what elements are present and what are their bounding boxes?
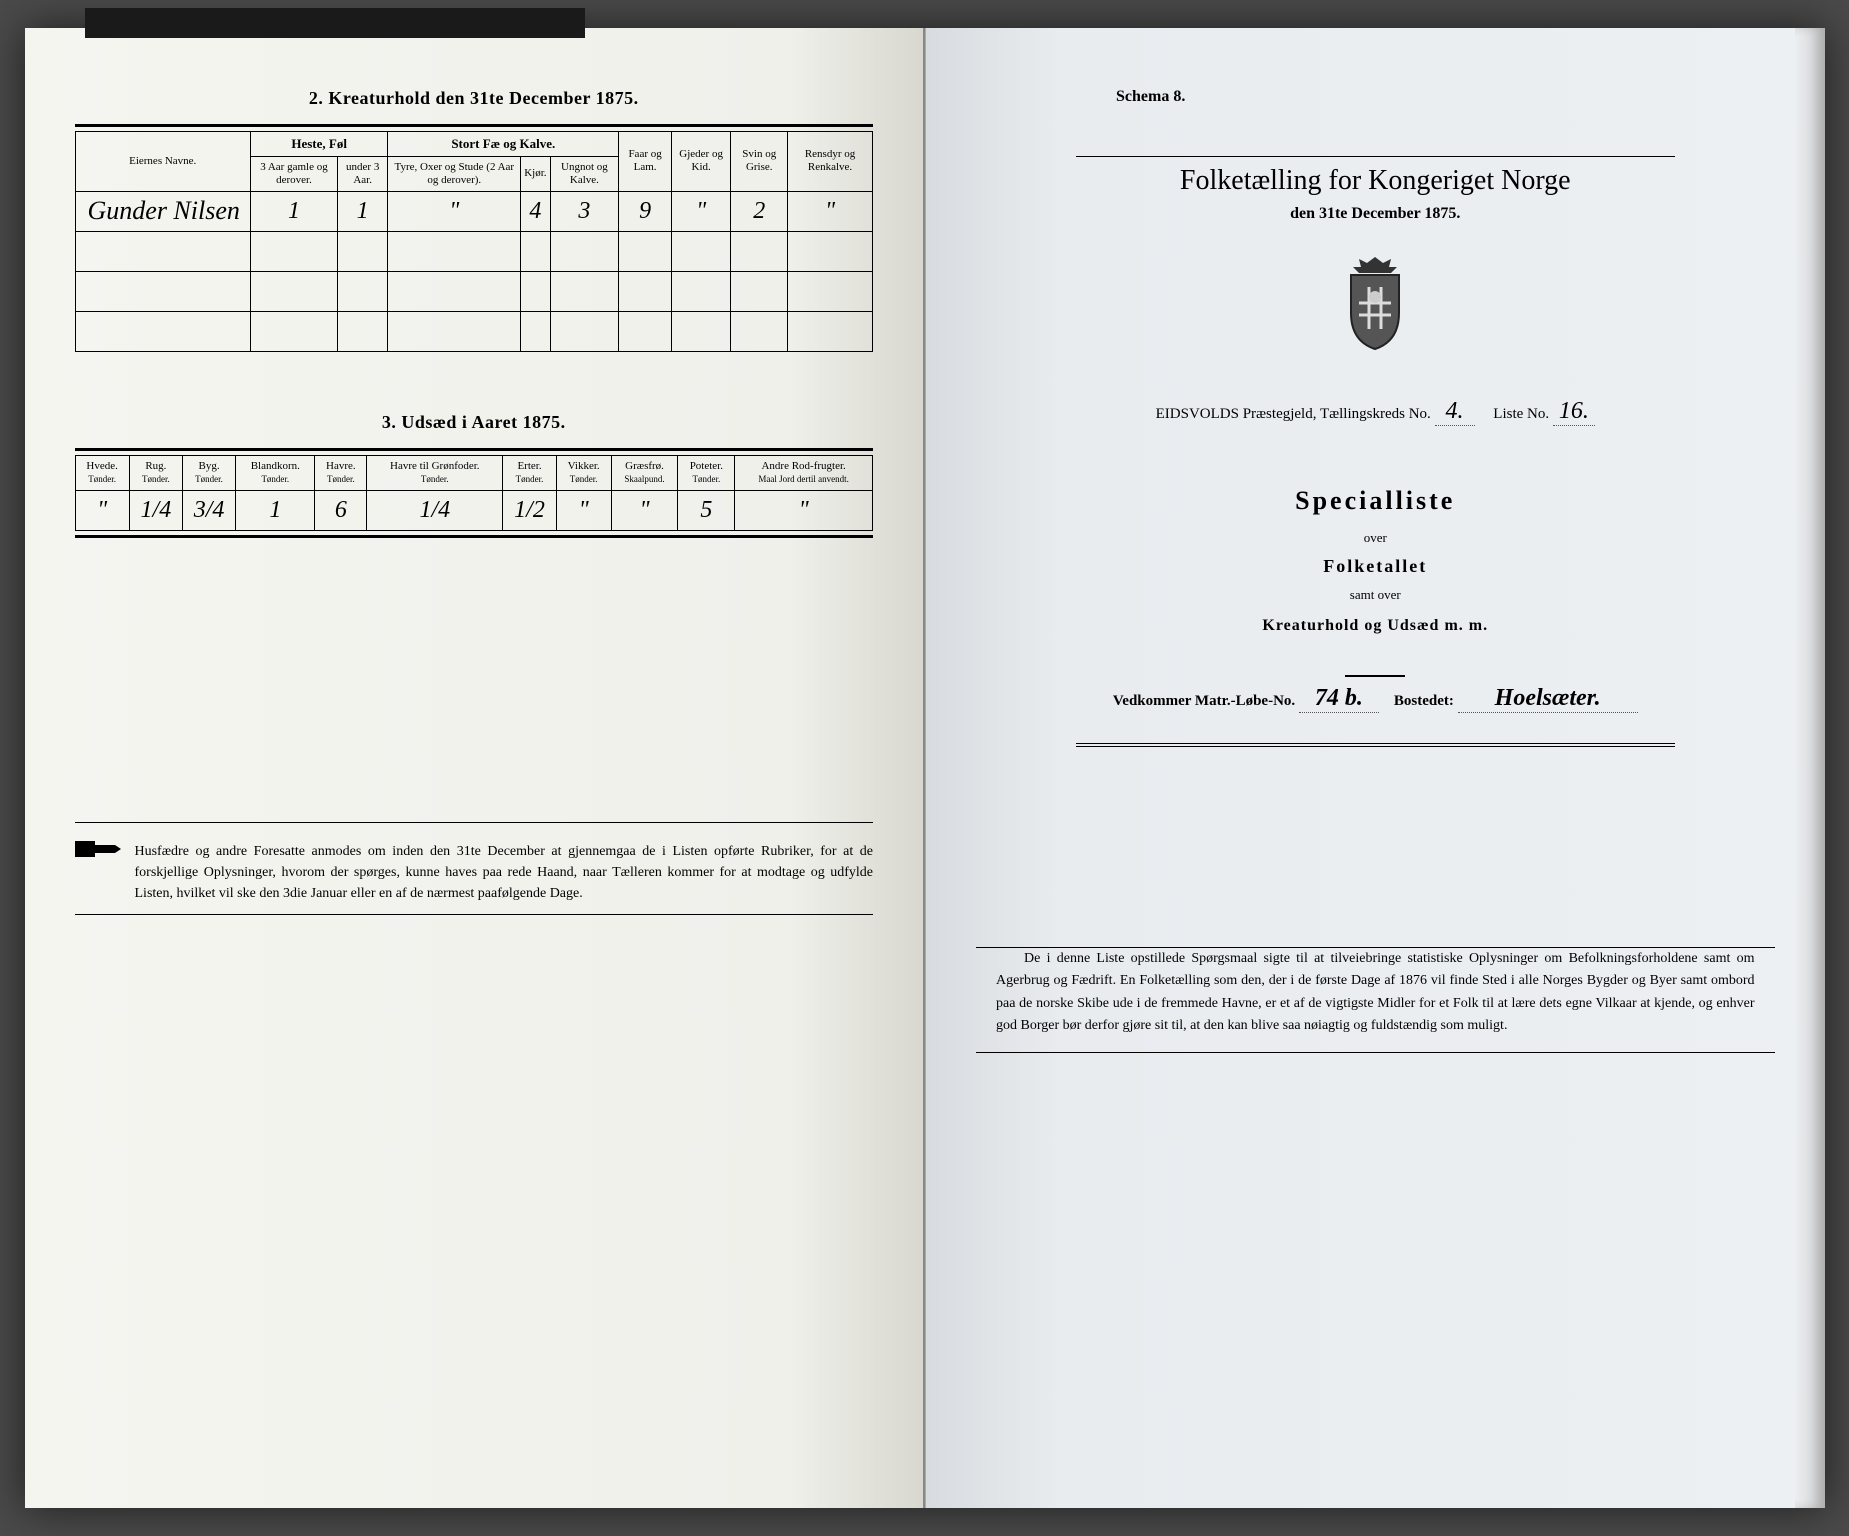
col: Hvede.Tønder. bbox=[75, 455, 129, 490]
col: Havre til Grønfoder.Tønder. bbox=[367, 455, 503, 490]
col: Rug.Tønder. bbox=[129, 455, 182, 490]
section3-title: 3. Udsæd i Aaret 1875. bbox=[75, 412, 874, 433]
center-rule bbox=[1345, 675, 1405, 677]
table-row: Gunder Nilsen 1 1 " 4 3 9 " 2 " bbox=[75, 191, 873, 231]
col: Byg.Tønder. bbox=[182, 455, 235, 490]
left-page: 2. Kreaturhold den 31te December 1875. E… bbox=[25, 28, 926, 1508]
district-line: EIDSVOLDS Præstegjeld, Tællingskreds No.… bbox=[976, 398, 1775, 426]
table-row bbox=[75, 311, 873, 351]
col-ren: Rensdyr og Renkalve. bbox=[788, 132, 873, 192]
col: Erter.Tønder. bbox=[503, 455, 556, 490]
schema-label: Schema 8. bbox=[1116, 88, 1775, 106]
sub-folketallet: Folketallet bbox=[976, 556, 1775, 577]
right-page: Schema 8. Folketælling for Kongeriget No… bbox=[925, 28, 1825, 1508]
cell: " bbox=[611, 491, 678, 531]
rule bbox=[976, 1052, 1775, 1053]
col-name: Eiernes Navne. bbox=[75, 132, 250, 192]
rule bbox=[75, 535, 874, 538]
pointing-hand-icon bbox=[75, 835, 123, 863]
sub-samt: samt over bbox=[976, 587, 1775, 603]
rule bbox=[75, 124, 874, 127]
census-title: Folketælling for Kongeriget Norge bbox=[976, 165, 1775, 197]
cell: 1/2 bbox=[503, 491, 556, 531]
table-row bbox=[75, 231, 873, 271]
liste-number: 16. bbox=[1553, 398, 1595, 426]
cell: " bbox=[75, 491, 129, 531]
col: Andre Rod-frugter.Maal Jord dertil anven… bbox=[735, 455, 873, 490]
col-heste: Heste, Føl bbox=[250, 132, 387, 157]
col-gjeder: Gjeder og Kid. bbox=[671, 132, 730, 192]
cell: 1/4 bbox=[129, 491, 182, 531]
cell: " bbox=[556, 491, 611, 531]
bosted-label: Bostedet: bbox=[1394, 693, 1454, 709]
cell: 5 bbox=[678, 491, 735, 531]
col-stort-c: Ungnot og Kalve. bbox=[550, 156, 619, 191]
col: Græsfrø.Skaalpund. bbox=[611, 455, 678, 490]
cell: 9 bbox=[619, 191, 672, 231]
rule bbox=[75, 822, 874, 823]
table-row: " 1/4 3/4 1 6 1/4 1/2 " " 5 " bbox=[75, 491, 873, 531]
cell: 3/4 bbox=[182, 491, 235, 531]
cell: 1 bbox=[338, 191, 388, 231]
matr-line: Vedkommer Matr.-Løbe-No. 74 b. Bostedet:… bbox=[976, 685, 1775, 713]
cell: 3 bbox=[550, 191, 619, 231]
left-footnote: Husfædre og andre Foresatte anmodes om i… bbox=[135, 841, 874, 904]
owner-name: Gunder Nilsen bbox=[75, 191, 250, 231]
double-rule bbox=[1076, 743, 1675, 747]
cell: " bbox=[671, 191, 730, 231]
matr-label: Vedkommer Matr.-Løbe-No. bbox=[1113, 693, 1295, 709]
bosted-name: Hoelsæter. bbox=[1458, 685, 1638, 713]
cell: 4 bbox=[521, 191, 550, 231]
col: Vikker.Tønder. bbox=[556, 455, 611, 490]
archive-tab bbox=[85, 8, 585, 38]
col-heste-b: under 3 Aar. bbox=[338, 156, 388, 191]
kreds-number: 4. bbox=[1435, 398, 1475, 426]
sub-over: over bbox=[976, 530, 1775, 546]
cell: " bbox=[788, 191, 873, 231]
col-stort: Stort Fæ og Kalve. bbox=[388, 132, 619, 157]
livestock-table: Eiernes Navne. Heste, Føl Stort Fæ og Ka… bbox=[75, 131, 874, 352]
col: Blandkorn.Tønder. bbox=[236, 455, 315, 490]
coat-of-arms-icon bbox=[976, 253, 1775, 358]
col-faar: Faar og Lam. bbox=[619, 132, 672, 192]
col: Poteter.Tønder. bbox=[678, 455, 735, 490]
cell: 1/4 bbox=[367, 491, 503, 531]
col-stort-a: Tyre, Oxer og Stude (2 Aar og derover). bbox=[388, 156, 521, 191]
table-row bbox=[75, 271, 873, 311]
cell: " bbox=[388, 191, 521, 231]
sub-kreaturhold: Kreaturhold og Udsæd m. m. bbox=[976, 617, 1775, 635]
rule bbox=[75, 448, 874, 451]
col-stort-b: Kjør. bbox=[521, 156, 550, 191]
cell: 2 bbox=[731, 191, 788, 231]
matr-number: 74 b. bbox=[1299, 685, 1379, 713]
cell: " bbox=[735, 491, 873, 531]
district-label: Præstegjeld, Tællingskreds No. bbox=[1243, 406, 1431, 422]
col-svin: Svin og Grise. bbox=[731, 132, 788, 192]
rule bbox=[1076, 156, 1675, 157]
col-heste-a: 3 Aar gamle og derover. bbox=[250, 156, 337, 191]
cell: 1 bbox=[236, 491, 315, 531]
rule bbox=[75, 914, 874, 915]
specialliste-heading: Specialliste bbox=[976, 486, 1775, 516]
liste-label: Liste No. bbox=[1493, 406, 1549, 422]
document-spread: 2. Kreaturhold den 31te December 1875. E… bbox=[25, 28, 1825, 1508]
section2-title: 2. Kreaturhold den 31te December 1875. bbox=[75, 88, 874, 109]
census-subtitle: den 31te December 1875. bbox=[976, 205, 1775, 223]
seed-table: Hvede.Tønder. Rug.Tønder. Byg.Tønder. Bl… bbox=[75, 455, 874, 531]
col: Havre.Tønder. bbox=[315, 455, 367, 490]
district-prefix: EIDSVOLDS bbox=[1156, 406, 1239, 422]
right-footnote: De i denne Liste opstillede Spørgsmaal s… bbox=[996, 948, 1755, 1038]
cell: 6 bbox=[315, 491, 367, 531]
cell: 1 bbox=[250, 191, 337, 231]
